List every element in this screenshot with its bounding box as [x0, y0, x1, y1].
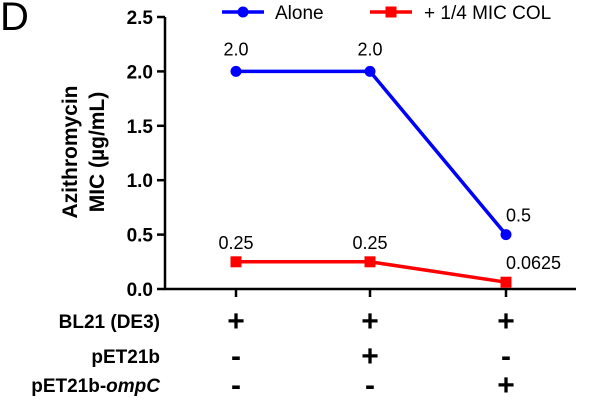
plus-sign: + [361, 340, 379, 373]
minus-sign: - [231, 340, 241, 373]
condition-row-label: pET21b-ompC [31, 376, 160, 397]
y-tick-label: 2.5 [127, 8, 154, 29]
data-point [230, 256, 242, 268]
condition-row-label-part: pET21b- [31, 376, 106, 397]
legend-item-1: Alone [222, 3, 324, 24]
data-label: 0.25 [352, 233, 387, 253]
y-tick-label: 1.0 [127, 171, 153, 192]
y-axis-title: Azithromycin MIC (µg/mL) [59, 85, 109, 218]
value-labels: 2.0 2.0 0.5 0.25 0.25 0.0625 [218, 39, 561, 273]
minus-sign: - [365, 369, 375, 401]
plus-sign: + [497, 369, 515, 401]
data-point [230, 65, 242, 77]
legend-label: + 1/4 MIC COL [424, 3, 551, 24]
plus-sign: + [497, 305, 515, 338]
legend: Alone + 1/4 MIC COL [222, 3, 551, 24]
minus-sign: - [501, 340, 511, 373]
legend-label: Alone [275, 3, 324, 24]
data-label: 2.0 [357, 39, 382, 59]
plus-sign: + [227, 305, 245, 338]
data-point [364, 256, 376, 268]
data-label: 0.0625 [506, 253, 561, 273]
minus-sign: - [231, 369, 241, 401]
legend-marker [237, 6, 249, 18]
plus-sign: + [361, 305, 379, 338]
y-axis-title-line-2: MIC (µg/mL) [86, 92, 109, 213]
y-axis-title-line-1: Azithromycin [59, 85, 82, 218]
data-point [500, 229, 512, 241]
y-tick-label: 0.5 [127, 226, 154, 247]
data-label: 0.25 [218, 233, 253, 253]
series-markers [230, 65, 512, 288]
condition-table: BL21 (DE3) + + +pET21b - + -pET21b-ompC - - + [31, 305, 515, 401]
condition-row: BL21 (DE3) + + + [59, 305, 515, 338]
data-label: 0.5 [506, 206, 531, 226]
condition-row: pET21b-ompC - - + [31, 369, 515, 401]
data-point [364, 65, 376, 77]
series-line-1 [236, 69, 508, 236]
legend-item-2: + 1/4 MIC COL [370, 3, 551, 24]
condition-row-label: BL21 (DE3) [59, 312, 160, 333]
condition-row-label-part: ompC [106, 376, 160, 397]
legend-marker [385, 6, 397, 18]
panel-label: D [0, 0, 29, 39]
data-point [500, 276, 512, 288]
y-tick-label: 0.0 [127, 280, 153, 301]
y-tick-label: 1.5 [127, 117, 154, 138]
condition-row: pET21b - + - [91, 340, 511, 373]
condition-row-label: pET21b [91, 347, 160, 368]
y-tick-label: 2.0 [127, 62, 153, 83]
data-label: 2.0 [223, 39, 248, 59]
y-axis-ticks: 0.0 0.5 1.0 1.5 2.0 2.5 [127, 8, 165, 301]
